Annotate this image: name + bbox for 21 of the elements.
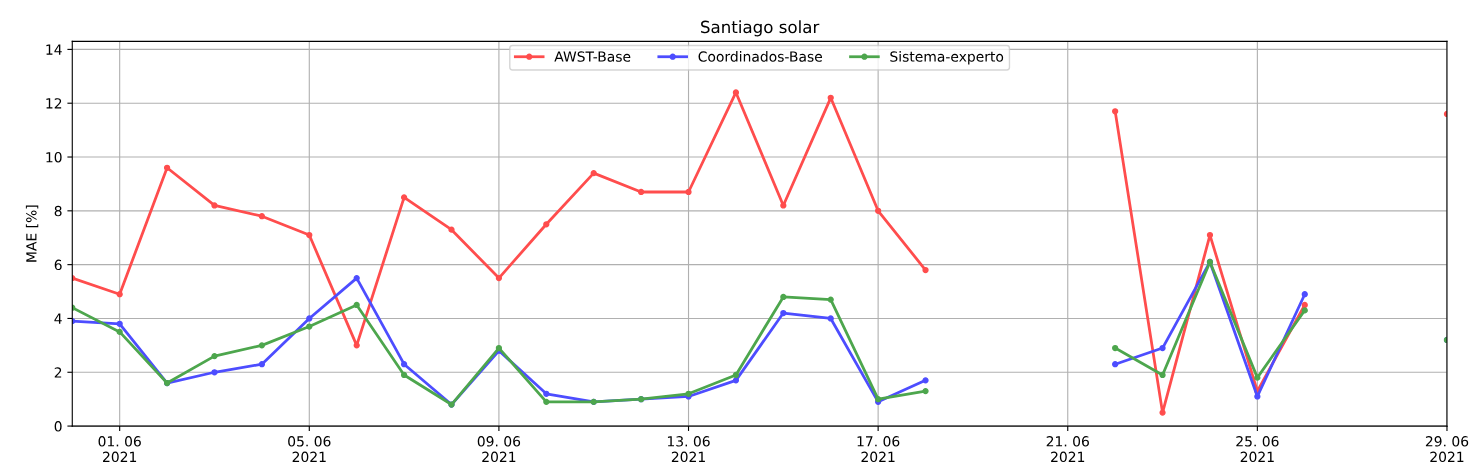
legend-label: Sistema-experto (890, 51, 1004, 65)
x-tick-label: 17. 06 2021 (857, 436, 900, 463)
x-tick-label: 05. 06 2021 (288, 436, 331, 463)
x-tick-label: 21. 06 2021 (1046, 436, 1089, 463)
y-tick-label: 0 (54, 421, 62, 432)
y-tick-label: 8 (54, 205, 62, 217)
x-tick-label: 01. 06 2021 (98, 436, 141, 463)
y-tick-label: 14 (46, 44, 62, 55)
x-tick-label: 29. 06 2021 (1425, 436, 1469, 463)
chart-title: Santiago solar (701, 20, 820, 37)
x-tick-label: 09. 06 2021 (477, 436, 521, 463)
y-tick-label: 10 (46, 151, 62, 163)
y-tick-label: 4 (54, 313, 62, 324)
legend-label: Coordinados-Base (698, 51, 823, 62)
y-tick-label: 6 (54, 259, 62, 271)
legend-label: AWST-Base (554, 51, 631, 62)
y-tick-label: 2 (54, 367, 62, 378)
y-axis-title: MAE [%] (25, 205, 39, 262)
y-tick-label: 12 (46, 98, 62, 109)
x-tick-label: 25. 06 2021 (1236, 436, 1279, 463)
x-tick-label: 13. 06 2021 (667, 436, 710, 463)
